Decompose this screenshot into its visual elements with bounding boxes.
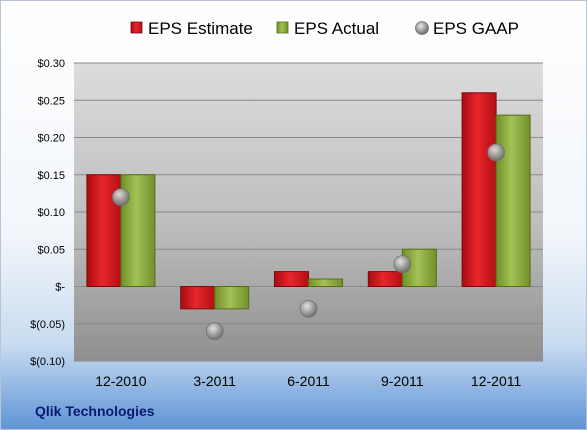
bars xyxy=(86,92,531,310)
y-tick-label: $0.05 xyxy=(37,244,65,256)
estimate-bar xyxy=(274,271,309,288)
estimate-bar xyxy=(180,286,216,310)
y-tick-label: $(0.05) xyxy=(30,319,65,331)
actual-bar xyxy=(308,278,343,287)
x-tick-label: 12-2011 xyxy=(471,373,522,389)
y-tick-label: $0.10 xyxy=(37,207,65,219)
x-tick-label: 6-2011 xyxy=(287,373,330,389)
x-tick-label: 3-2011 xyxy=(193,373,236,389)
x-axis-ticks: 12-2010 3-2011 6-2011 9-2011 12-2011 xyxy=(95,373,521,389)
y-tick-label: $0.25 xyxy=(37,95,65,107)
y-tick-label: $0.20 xyxy=(37,133,65,145)
gaap-marker xyxy=(299,299,318,318)
y-tick-label: $0.30 xyxy=(37,58,65,70)
legend-estimate-label: EPS Estimate xyxy=(148,19,253,38)
legend-actual-swatch xyxy=(276,21,289,34)
y-axis-ticks: $0.30 $0.25 $0.20 $0.15 $0.10 $0.05 $- $(0.05) $… xyxy=(30,58,65,368)
gaap-markers xyxy=(112,143,506,341)
actual-bar xyxy=(214,286,250,310)
legend-actual-label: EPS Actual xyxy=(294,19,379,38)
legend-gaap-label: EPS GAAP xyxy=(433,19,519,38)
x-tick-label: 12-2010 xyxy=(95,373,147,389)
legend: EPS Estimate EPS Actual EPS GAAP xyxy=(130,19,519,38)
y-tick-label: $- xyxy=(55,282,65,294)
gaap-marker xyxy=(487,143,506,162)
y-tick-label: $0.15 xyxy=(37,170,65,182)
x-tick-label: 9-2011 xyxy=(381,373,424,389)
gaap-marker xyxy=(393,255,412,274)
legend-estimate-swatch xyxy=(130,21,143,34)
company-name: Qlik Technologies xyxy=(35,403,155,419)
legend-gaap-swatch xyxy=(415,21,429,35)
actual-bar xyxy=(495,114,531,288)
gaap-marker xyxy=(205,322,224,341)
gaap-marker xyxy=(112,188,130,207)
estimate-bar xyxy=(367,271,403,288)
y-tick-label: $(0.10) xyxy=(30,356,65,368)
estimate-bar xyxy=(461,92,497,287)
